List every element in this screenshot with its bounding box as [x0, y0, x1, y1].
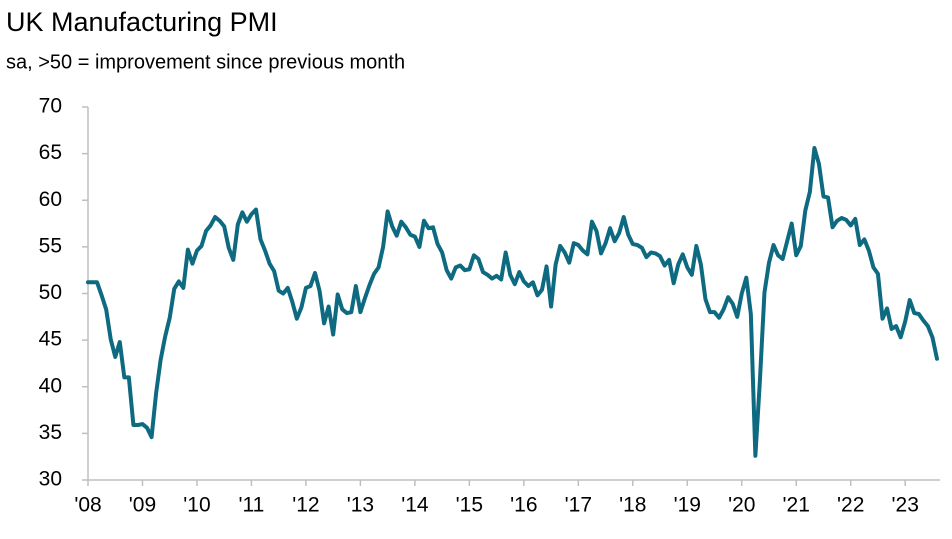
x-tick-label: '11	[239, 494, 265, 517]
x-tick-label: '10	[183, 494, 210, 517]
x-tick-label: '16	[510, 494, 537, 517]
y-tick-label: 40	[39, 374, 62, 397]
x-tick-label: '18	[619, 494, 646, 517]
y-tick-label: 50	[39, 281, 62, 304]
x-tick-label: '15	[456, 494, 483, 517]
y-tick-label: 55	[39, 234, 62, 257]
y-tick-label: 65	[39, 141, 62, 164]
chart-subtitle: sa, >50 = improvement since previous mon…	[6, 51, 405, 73]
y-tick-label: 35	[39, 421, 62, 444]
x-tick-label: '17	[565, 494, 592, 517]
x-tick-label: '23	[892, 494, 919, 517]
x-tick-label: '08	[74, 494, 101, 517]
x-tick-label: '09	[129, 494, 156, 517]
x-tick-label: '21	[783, 494, 810, 517]
y-tick-label: 70	[39, 95, 62, 118]
x-tick-label: '13	[347, 494, 374, 517]
x-tick-label: '19	[674, 494, 701, 517]
chart-title: UK Manufacturing PMI	[6, 7, 278, 37]
y-tick-label: 45	[39, 328, 62, 351]
y-tick-label: 60	[39, 188, 62, 211]
x-tick-label: '20	[728, 494, 755, 517]
x-tick-label: '22	[837, 494, 864, 517]
x-tick-label: '14	[401, 494, 429, 517]
y-tick-label: 30	[39, 468, 62, 491]
x-tick-label: '12	[292, 494, 319, 517]
data-line	[86, 146, 939, 458]
